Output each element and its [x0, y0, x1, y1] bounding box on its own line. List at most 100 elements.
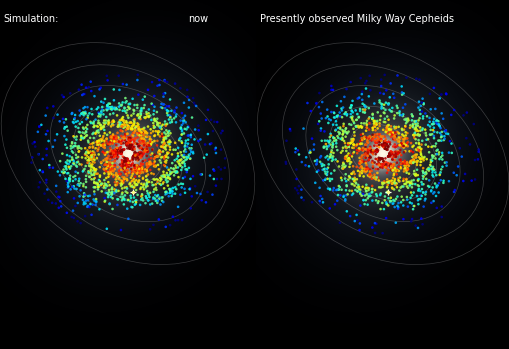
Point: [377, 137, 385, 142]
Point: [75, 108, 83, 113]
Point: [339, 162, 347, 167]
Point: [357, 135, 365, 141]
Point: [369, 149, 377, 155]
Point: [97, 109, 105, 114]
Point: [143, 134, 151, 140]
Point: [106, 151, 114, 157]
Point: [181, 190, 189, 195]
Point: [90, 172, 98, 177]
Point: [160, 186, 168, 191]
Point: [291, 146, 299, 151]
Point: [371, 148, 379, 154]
Point: [332, 113, 340, 119]
Point: [347, 188, 355, 194]
Point: [184, 124, 192, 129]
Point: [118, 159, 126, 165]
Point: [159, 142, 167, 148]
Point: [145, 157, 153, 162]
Point: [373, 170, 381, 176]
Point: [328, 122, 336, 127]
Point: [69, 161, 77, 167]
Point: [92, 180, 100, 186]
Point: [421, 171, 430, 176]
Point: [119, 108, 127, 113]
Point: [380, 72, 388, 78]
Point: [416, 159, 424, 165]
Point: [391, 133, 400, 139]
Point: [389, 171, 398, 177]
Point: [161, 136, 169, 141]
Point: [93, 106, 101, 112]
Point: [346, 114, 354, 120]
Point: [377, 164, 385, 169]
Point: [103, 159, 111, 165]
Point: [135, 154, 144, 159]
Point: [386, 134, 394, 140]
Point: [111, 177, 120, 182]
Point: [100, 199, 108, 205]
Point: [421, 133, 430, 138]
Point: [342, 183, 350, 189]
Point: [355, 106, 363, 112]
Point: [356, 132, 364, 138]
Point: [350, 183, 358, 188]
Point: [341, 154, 349, 160]
Point: [339, 130, 347, 135]
Point: [361, 78, 370, 84]
Point: [362, 162, 370, 168]
Point: [437, 129, 445, 135]
Point: [153, 138, 161, 144]
Point: [123, 190, 131, 195]
Point: [338, 123, 347, 129]
Point: [164, 173, 173, 178]
Point: [384, 102, 392, 107]
Point: [168, 185, 177, 191]
Point: [68, 111, 76, 117]
Point: [88, 150, 96, 156]
Point: [172, 114, 180, 119]
Point: [411, 119, 419, 125]
Point: [116, 148, 124, 154]
Point: [136, 170, 144, 176]
Point: [119, 147, 127, 153]
Point: [129, 111, 137, 116]
Point: [123, 177, 131, 183]
Point: [132, 163, 140, 168]
Point: [322, 143, 330, 149]
Point: [375, 98, 383, 103]
Point: [390, 144, 399, 150]
Point: [403, 185, 411, 191]
Point: [99, 107, 107, 113]
Point: [114, 154, 122, 159]
Point: [362, 125, 370, 130]
Point: [43, 105, 51, 111]
Point: [93, 128, 101, 134]
Point: [145, 179, 153, 185]
Point: [360, 193, 369, 198]
Point: [162, 160, 170, 165]
Point: [150, 156, 158, 162]
Point: [157, 173, 165, 179]
Point: [153, 180, 161, 186]
Point: [436, 132, 444, 138]
Point: [124, 104, 132, 110]
Point: [97, 110, 105, 116]
Point: [203, 189, 211, 195]
Point: [151, 164, 159, 169]
Point: [182, 166, 190, 172]
Point: [391, 154, 399, 159]
Point: [206, 173, 214, 178]
Point: [378, 180, 386, 186]
Point: [395, 150, 403, 155]
Point: [381, 156, 389, 161]
Point: [162, 152, 171, 158]
Point: [184, 141, 192, 147]
Point: [88, 212, 96, 217]
Point: [167, 170, 176, 175]
Point: [107, 192, 116, 197]
Point: [358, 148, 366, 153]
Point: [160, 174, 168, 179]
Point: [341, 125, 349, 131]
Point: [397, 141, 405, 146]
Point: [331, 138, 340, 143]
